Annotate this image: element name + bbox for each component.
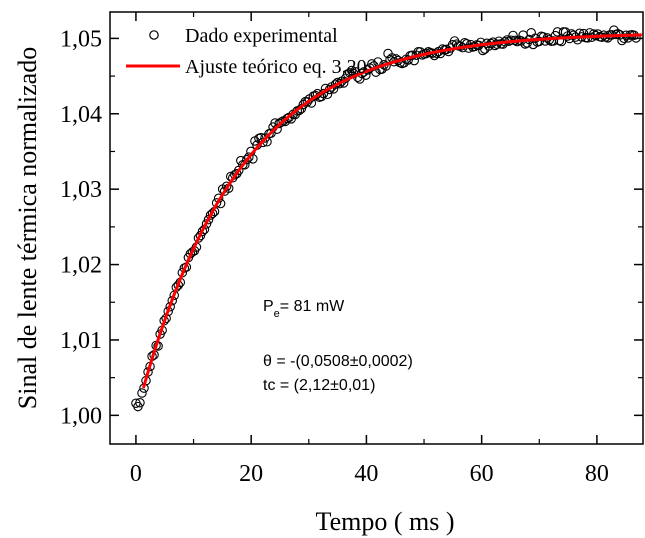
- x-tick-label: 80: [585, 461, 609, 487]
- data-point: [258, 137, 268, 148]
- data-point: [588, 29, 599, 39]
- power-value: = 81 mW: [280, 298, 345, 315]
- y-tick-label: 1,01: [60, 328, 102, 354]
- y-axis-label: Sinal de lente térmica normalizado: [13, 47, 42, 409]
- y-tick-label: 1,05: [60, 26, 102, 52]
- data-point: [242, 154, 252, 165]
- x-axis-label: Tempo ( ms ): [316, 507, 455, 536]
- x-axis-ticks: 0 20 40 60 80: [130, 12, 609, 487]
- data-point: [135, 397, 145, 408]
- data-point: [137, 388, 147, 398]
- tc-annotation: tc = (2,12±0,01): [263, 377, 375, 394]
- x-tick-label: 40: [354, 461, 378, 487]
- y-tick-label: 1,00: [60, 403, 102, 429]
- x-tick-label: 20: [239, 461, 263, 487]
- x-tick-label: 60: [470, 461, 494, 487]
- data-point: [302, 97, 313, 107]
- fit-curve: [141, 33, 642, 389]
- data-point: [508, 30, 518, 41]
- y-tick-label: 1,03: [60, 177, 102, 203]
- power-subscript: e: [274, 308, 280, 320]
- x-tick-label: 0: [130, 461, 142, 487]
- data-point: [244, 152, 254, 162]
- plot-frame: [109, 11, 644, 445]
- power-annotation: Pe= 81 mW: [263, 298, 345, 320]
- legend: Dado experimental Ajuste teórico eq. 3.2…: [126, 25, 367, 78]
- legend-label-fit: Ajuste teórico eq. 3.20: [185, 56, 367, 78]
- power-symbol: P: [263, 298, 274, 315]
- y-axis-ticks: 1,00 1,01 1,02 1,03 1,04 1,05: [60, 26, 643, 429]
- y-tick-label: 1,04: [60, 102, 102, 128]
- annotations: Pe= 81 mW θ = -(0,0508±0,0002) tc = (2,1…: [263, 298, 413, 394]
- data-point: [478, 45, 488, 56]
- data-point: [346, 65, 357, 76]
- theta-annotation: θ = -(0,0508±0,0002): [263, 353, 413, 370]
- legend-marker-circle: [149, 30, 159, 40]
- y-tick-label: 1,02: [60, 253, 102, 279]
- legend-label-data: Dado experimental: [185, 25, 338, 47]
